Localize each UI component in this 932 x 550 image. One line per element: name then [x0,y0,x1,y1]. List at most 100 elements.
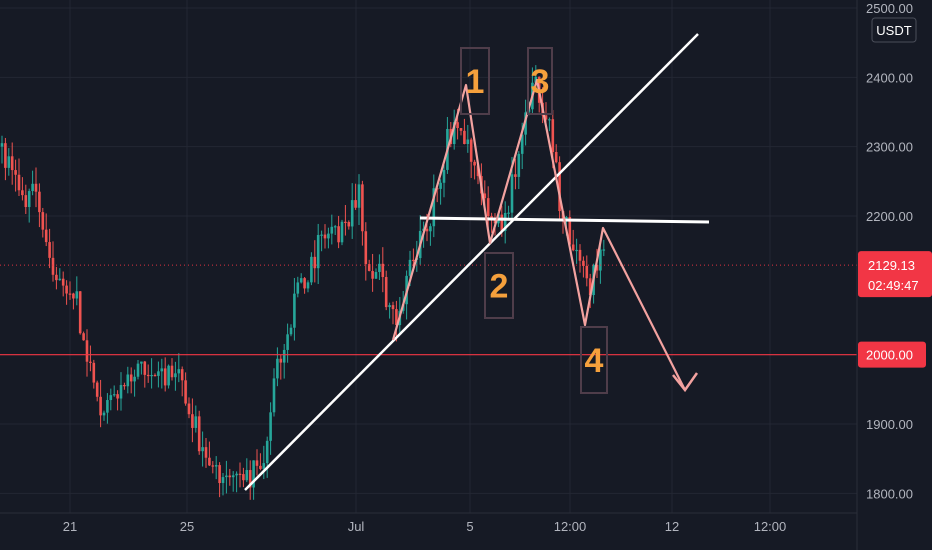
candle-body [340,221,344,243]
candle-body [344,221,347,223]
wave-label: 2 [490,268,509,306]
time-tick-label: 12:00 [554,519,587,534]
candles [0,65,606,500]
time-axis[interactable]: 21 25 Jul 5 12:00 12 12:00 [63,519,787,534]
candle-body [78,291,82,334]
candle-body [255,460,259,466]
candle-body [456,122,459,129]
wave-label: 3 [531,63,550,101]
candle-body [582,260,585,266]
candle-body [384,277,388,308]
candle-body [187,403,191,415]
candle-body [160,368,164,372]
candle-body [323,234,327,239]
candle-body [374,272,378,279]
candle-body [21,190,24,196]
candle-body [371,270,374,279]
candle-body [61,278,65,286]
drawings: 1 2 3 4 [0,33,857,491]
candle-body [238,473,242,475]
candle-body [354,200,357,208]
candle-body [459,128,463,131]
candle-body [119,385,123,399]
candle-body [310,256,313,283]
candle-body [221,477,225,484]
candle-body [211,465,215,467]
candle-body [367,264,371,271]
candle-body [313,256,317,269]
countdown-timer: 02:49:47 [868,278,919,293]
price-tick-label: 2500.00 [866,1,913,16]
candle-body [17,174,21,191]
candle-body [602,249,606,251]
candle-body [214,465,218,467]
candle-body [167,365,170,386]
candle-body [34,183,38,192]
time-tick-label: 12:00 [754,519,787,534]
candle-body [177,369,181,374]
price-tick-label: 2300.00 [866,140,913,155]
wave-label-box [580,326,608,394]
candle-body [116,394,119,399]
candle-body [10,156,14,171]
candle-body [408,259,412,276]
last-price-tag [858,251,932,298]
candle-body [364,231,368,265]
candle-body [218,465,221,484]
support-price-tag [858,341,926,368]
candle-body [89,361,92,363]
candle-body [252,460,255,488]
candle-body [225,475,228,478]
time-tick-label: Jul [348,519,365,534]
candle-body [228,475,232,478]
candle-body [208,457,211,466]
candle-body [133,376,136,382]
wave-label-box [460,47,490,115]
wave-label: 1 [466,63,485,101]
candle-body [306,282,310,289]
candle-body [585,265,589,279]
candle-body [517,153,521,177]
candle-body [337,226,340,243]
candle-body [95,382,99,397]
candle-body [483,193,487,199]
price-tick-label: 2400.00 [866,70,913,85]
candle-body [259,465,262,469]
candle-body [204,447,208,458]
candle-body [575,249,578,252]
candle-body [565,217,568,219]
price-tick-label: 1900.00 [866,417,913,432]
candle-body [378,263,381,273]
candle-body [180,369,184,381]
candle-body [327,233,330,239]
candle-body [129,374,133,382]
candle-body [289,327,293,335]
candle-body [82,333,85,341]
wave-label: 4 [585,342,604,380]
candle-body [269,412,272,441]
candle-body [588,278,592,296]
wave-label-box [527,47,553,115]
candle-body [282,349,286,363]
candle-body [429,226,432,232]
candle-body [507,212,510,214]
candle-body [170,365,174,378]
candle-body [463,130,466,145]
candle-body [503,212,507,231]
price-axis[interactable]: 2500.00 2400.00 2300.00 2200.00 1900.00 1800.… [866,1,913,501]
currency-label: USDT [876,23,911,38]
currency-box [871,17,917,43]
candle-body [65,285,68,294]
candle-body [466,139,470,145]
candle-body [262,463,266,469]
candle-body [595,264,599,271]
candle-body [184,380,187,404]
candle-body [75,291,79,299]
candle-body [548,119,551,121]
candle-body [48,242,51,258]
candle-body [0,143,4,147]
candle-body [99,396,102,416]
candle-body [469,139,473,162]
candle-body [14,170,17,175]
